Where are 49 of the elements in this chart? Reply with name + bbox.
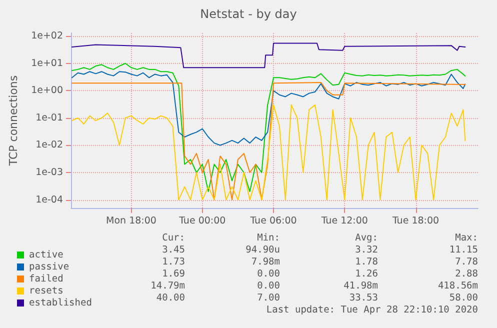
text: 1.78 xyxy=(355,256,378,268)
text: 418.56m xyxy=(438,280,478,292)
x-tick-label: Mon 18:00 xyxy=(106,216,156,226)
y-tick-label: 1e+01 xyxy=(31,58,63,69)
x-tick-label: Tue 06:00 xyxy=(249,216,297,226)
text: 3.32 xyxy=(355,244,378,256)
y-tick-label: 1e+00 xyxy=(31,85,63,96)
text: 40.00 xyxy=(156,292,186,304)
text: 94.90u xyxy=(246,244,280,256)
text: Max: xyxy=(455,232,478,244)
text: Cur: xyxy=(162,232,185,244)
legend-label: established xyxy=(29,298,92,308)
text: 58.00 xyxy=(449,292,478,304)
text: 3.45 xyxy=(162,244,185,256)
chart-title: Netstat - by day xyxy=(200,7,297,21)
legend-label: passive xyxy=(29,262,70,272)
text: 1.26 xyxy=(355,268,378,280)
line-series xyxy=(71,62,466,192)
text: 41.98m xyxy=(344,280,378,292)
text: 11.15 xyxy=(449,244,478,256)
text: 0.00 xyxy=(257,280,280,292)
text: Last update: Tue Apr 28 22:10:10 2020 xyxy=(266,304,478,316)
y-axis-title: TCP connections xyxy=(7,75,20,167)
text: 14.79m xyxy=(150,280,186,292)
line-series xyxy=(71,71,466,146)
y-tick-label: 1e-04 xyxy=(36,194,63,206)
text: 7.78 xyxy=(455,256,478,268)
x-tick-label: Tue 18:00 xyxy=(391,216,440,226)
line-series xyxy=(71,42,466,68)
x-tick-label: Tue 12:00 xyxy=(320,216,368,226)
x-tick-label: Tue 00:00 xyxy=(178,216,226,226)
y-tick-label: 1e-03 xyxy=(36,167,63,178)
text: 1.73 xyxy=(162,256,185,268)
line-series xyxy=(71,104,466,200)
text: 2.88 xyxy=(455,268,478,280)
text: 1.69 xyxy=(162,268,186,280)
text: Min: xyxy=(257,232,280,244)
text: 7.98m xyxy=(251,256,280,268)
text: 7.00 xyxy=(257,292,280,304)
legend-label: resets xyxy=(29,286,64,296)
legend-label: active xyxy=(29,250,64,260)
y-tick-label: 1e-02 xyxy=(36,140,63,151)
y-tick-label: 1e-01 xyxy=(36,112,63,124)
legend-label: failed xyxy=(29,274,64,284)
y-tick-label: 1e+02 xyxy=(31,30,63,42)
line-series xyxy=(71,82,466,200)
text: 33.53 xyxy=(349,292,378,304)
text: 0.00 xyxy=(257,268,280,280)
text: Avg: xyxy=(355,232,378,244)
